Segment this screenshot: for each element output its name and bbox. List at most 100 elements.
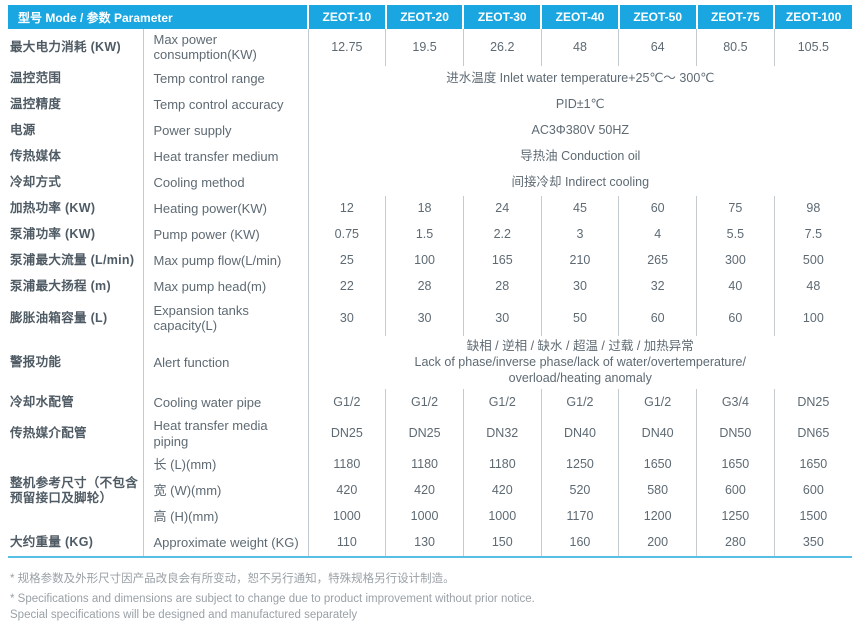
value-cell: 1500 — [773, 503, 852, 530]
value-cell: 45 — [540, 195, 619, 222]
table-header-model-label: 型号 Mode / 参数 Parameter — [8, 5, 308, 29]
table-row: 宽 (W)(mm) 420 420 420 520 580 600 600 — [8, 477, 852, 504]
value-cell: 265 — [618, 247, 697, 274]
value-cell: 300 — [696, 247, 775, 274]
row-label-en: Cooling method — [142, 169, 308, 196]
value-cell: DN40 — [618, 415, 697, 452]
row-label-zh: 冷却方式 — [10, 175, 62, 190]
value-cell: 30 — [462, 299, 542, 337]
value-cell: G1/2 — [385, 389, 464, 416]
value-cell: 1200 — [618, 503, 697, 530]
table-row: 温控精度 Temp control accuracy PID±1℃ — [8, 91, 852, 118]
merged-value-cell: 导热油 Conduction oil — [307, 143, 852, 170]
column-header: ZEOT-50 — [617, 5, 697, 29]
value-cell: 19.5 — [385, 29, 464, 66]
merged-value-cell: PID±1℃ — [307, 91, 852, 118]
row-label-en: Power supply — [142, 117, 308, 144]
row-label-zh: 警报功能 — [10, 355, 62, 370]
value-cell: 4 — [618, 221, 697, 248]
value-cell: 600 — [773, 477, 852, 504]
value-cell: 100 — [385, 247, 464, 274]
value-cell: DN25 — [385, 415, 464, 452]
value-cell: 420 — [307, 477, 386, 504]
row-label-zh: 泵浦功率 (KW) — [10, 227, 96, 242]
value-cell: 1.5 — [385, 221, 464, 248]
value-cell: 210 — [540, 247, 619, 274]
row-label-en: Cooling water pipe — [142, 389, 308, 416]
column-header: ZEOT-10 — [307, 5, 386, 29]
row-label-en: Alert function — [142, 336, 308, 390]
row-label-en: Max pump flow(L/min) — [142, 247, 308, 274]
value-cell: 110 — [307, 529, 386, 557]
value-cell: 75 — [696, 195, 775, 222]
value-cell: 50 — [540, 299, 619, 337]
table-row: 冷却方式 Cooling method 间接冷却 Indirect cooling — [8, 169, 852, 196]
footer-notes: * 规格参数及外形尺寸因产品改良会有所变动，恕不另行通知，特殊规格另行设计制造。… — [8, 571, 852, 624]
value-cell: 98 — [773, 195, 852, 222]
value-cell: 3 — [540, 221, 619, 248]
column-header: ZEOT-75 — [695, 5, 775, 29]
value-cell: 1180 — [385, 451, 464, 478]
row-label-en: 高 (H)(mm) — [142, 503, 308, 530]
value-cell: 1650 — [773, 451, 852, 478]
value-cell: 1170 — [540, 503, 619, 530]
row-label-en: Approximate weight (KG) — [142, 529, 308, 557]
value-cell: 32 — [618, 273, 697, 300]
table-row: 冷却水配管 Cooling water pipe G1/2 G1/2 G1/2 G1/2 G… — [8, 389, 852, 416]
value-cell: 0.75 — [307, 221, 386, 248]
spec-table-header: 型号 Mode / 参数 Parameter ZEOT-10 ZEOT-20 ZEOT… — [8, 5, 852, 29]
value-cell: 12 — [307, 195, 386, 222]
value-cell: 60 — [618, 195, 697, 222]
value-cell: 1650 — [618, 451, 697, 478]
column-header: ZEOT-100 — [773, 5, 852, 29]
value-cell: 80.5 — [696, 29, 775, 66]
table-row: 传热媒体 Heat transfer medium 导热油 Conduction o… — [8, 143, 852, 170]
value-cell: 24 — [462, 195, 542, 222]
table-row: 电源 Power supply AC3Φ380V 50HZ — [8, 117, 852, 144]
row-label-zh: 整机参考尺寸（不包含预留接口及脚轮） — [10, 476, 139, 505]
row-label-en: 长 (L)(mm) — [142, 451, 308, 478]
row-label-en: Temp control accuracy — [142, 91, 308, 118]
value-cell: 64 — [618, 29, 697, 66]
row-label-en: 宽 (W)(mm) — [142, 477, 308, 504]
row-label-zh: 温控精度 — [10, 97, 62, 112]
value-cell: G3/4 — [696, 389, 775, 416]
row-label-zh: 大约重量 (KG) — [10, 535, 94, 550]
row-label-en: Heating power(KW) — [142, 195, 308, 222]
spec-table: 型号 Mode / 参数 Parameter ZEOT-10 ZEOT-20 ZEOT… — [8, 5, 852, 558]
value-cell: DN25 — [307, 415, 386, 452]
value-cell: 1180 — [462, 451, 542, 478]
value-cell: 1250 — [540, 451, 619, 478]
value-cell: G1/2 — [540, 389, 619, 416]
value-cell: 200 — [618, 529, 697, 557]
value-cell: 60 — [618, 299, 697, 337]
value-cell: 130 — [385, 529, 464, 557]
value-cell: 30 — [385, 299, 464, 337]
value-cell: 150 — [462, 529, 542, 557]
merged-value-cell: 进水温度 Inlet water temperature+25℃～ 300℃ — [307, 65, 852, 92]
merged-value-cell: AC3Φ380V 50HZ — [307, 117, 852, 144]
value-cell: 48 — [540, 29, 619, 66]
value-cell: 1000 — [385, 503, 464, 530]
row-label-zh: 传热媒体 — [10, 149, 62, 164]
table-row: 加热功率 (KW) Heating power(KW) 12 18 24 45 60 75 98 — [8, 195, 852, 222]
table-row: 泵浦最大扬程 (m) Max pump head(m) 22 28 28 30 32 40 48 — [8, 273, 852, 300]
value-cell: 26.2 — [462, 29, 542, 66]
table-row: 最大电力消耗 (KW) Max power consumption(KW) 12.7… — [8, 29, 852, 66]
row-label-zh: 冷却水配管 — [10, 394, 75, 409]
value-cell: 12.75 — [307, 29, 386, 66]
value-cell: 60 — [696, 299, 775, 337]
row-label-zh: 泵浦最大流量 (L/min) — [10, 253, 135, 268]
value-cell: DN65 — [773, 415, 852, 452]
value-cell: 160 — [540, 529, 619, 557]
value-cell: 1000 — [307, 503, 386, 530]
value-cell: 420 — [385, 477, 464, 504]
table-row: 警报功能 Alert function 缺相 / 逆相 / 缺水 / 超温 / 过载… — [8, 336, 852, 390]
row-label-zh: 泵浦最大扬程 (m) — [10, 279, 111, 294]
table-row: 整机参考尺寸（不包含预留接口及脚轮）长 (L)(mm) 1180 1180 1180 1… — [8, 451, 852, 505]
row-label-en: Expansion tanks capacity(L) — [142, 299, 308, 337]
table-row: 泵浦最大流量 (L/min) Max pump flow(L/min) 25 100 1… — [8, 247, 852, 274]
value-cell: 22 — [307, 273, 386, 300]
value-cell: 48 — [773, 273, 852, 300]
row-label-en: Heat transfer medium — [142, 143, 308, 170]
